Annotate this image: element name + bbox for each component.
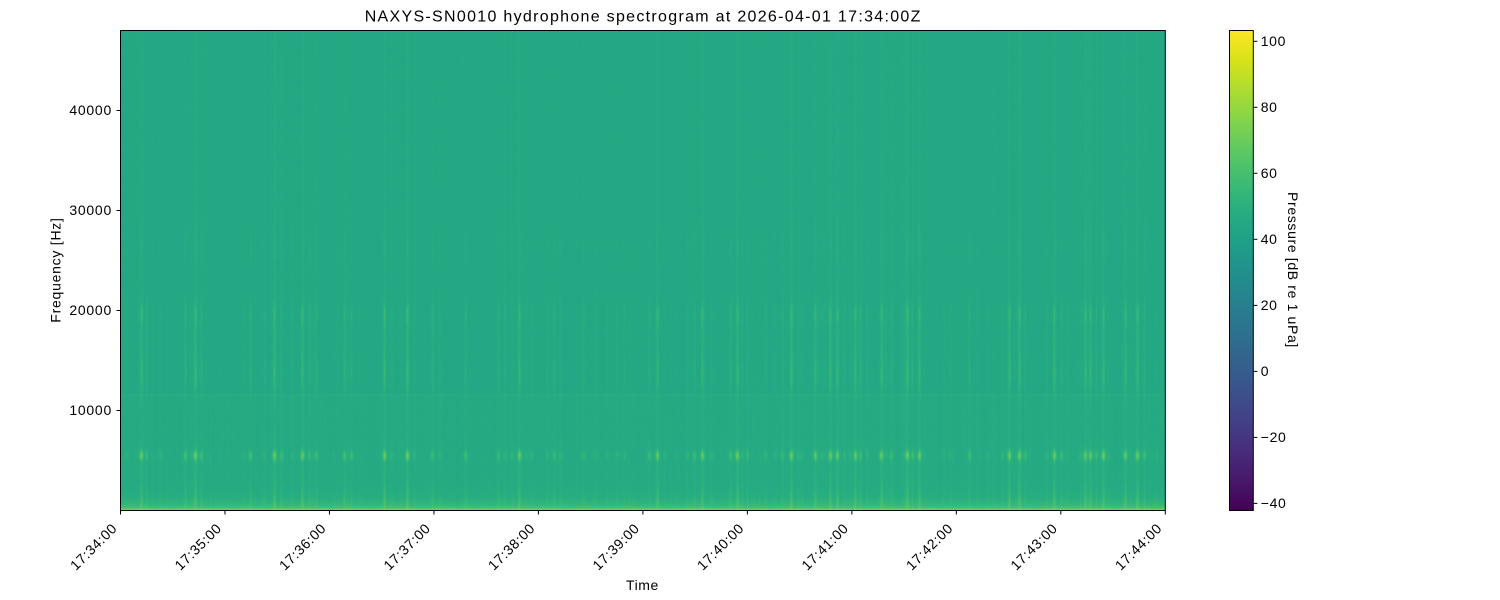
svg-text:0: 0 (1261, 363, 1269, 379)
svg-text:30000: 30000 (69, 202, 112, 218)
svg-text:17:43:00: 17:43:00 (1007, 520, 1060, 573)
svg-text:17:35:00: 17:35:00 (171, 520, 224, 573)
svg-text:17:41:00: 17:41:00 (798, 520, 851, 573)
svg-text:40: 40 (1261, 231, 1278, 247)
svg-text:17:40:00: 17:40:00 (694, 520, 747, 573)
svg-text:Time: Time (626, 577, 659, 593)
svg-text:60: 60 (1261, 165, 1278, 181)
svg-text:80: 80 (1261, 99, 1278, 115)
svg-text:17:36:00: 17:36:00 (276, 520, 329, 573)
svg-text:Pressure [dB re 1 uPa]: Pressure [dB re 1 uPa] (1285, 192, 1301, 348)
svg-text:100: 100 (1261, 33, 1286, 49)
svg-text:−40: −40 (1261, 495, 1287, 511)
svg-text:10000: 10000 (69, 402, 112, 418)
svg-text:20000: 20000 (69, 302, 112, 318)
svg-text:20: 20 (1261, 297, 1278, 313)
svg-text:NAXYS-SN0010 hydrophone spectr: NAXYS-SN0010 hydrophone spectrogram at 2… (365, 9, 922, 26)
svg-text:17:34:00: 17:34:00 (67, 520, 120, 573)
svg-text:−20: −20 (1261, 429, 1287, 445)
svg-text:17:42:00: 17:42:00 (903, 520, 956, 573)
svg-text:17:38:00: 17:38:00 (485, 520, 538, 573)
svg-text:17:39:00: 17:39:00 (589, 520, 642, 573)
svg-text:40000: 40000 (69, 102, 112, 118)
svg-text:17:44:00: 17:44:00 (1112, 520, 1165, 573)
svg-text:17:37:00: 17:37:00 (380, 520, 433, 573)
svg-text:Frequency [Hz]: Frequency [Hz] (47, 217, 63, 322)
